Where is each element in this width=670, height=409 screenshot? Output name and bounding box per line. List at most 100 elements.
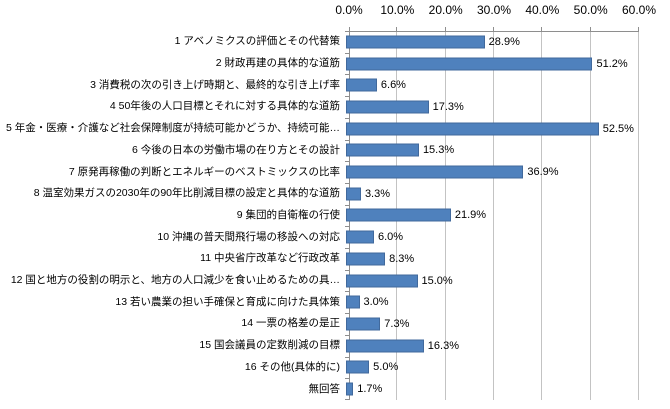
bar-track: 28.9% bbox=[345, 31, 635, 53]
category-axis-tick bbox=[345, 378, 349, 380]
bar-track: 16.3% bbox=[345, 335, 635, 357]
category-axis-tick bbox=[345, 226, 349, 228]
chart-row: 3 消費税の次の引き上げ時期と、最終的な引き上げ率 6.6% bbox=[0, 74, 639, 96]
bar bbox=[346, 274, 418, 288]
bar bbox=[346, 295, 360, 309]
value-label: 6.0% bbox=[378, 231, 404, 244]
category-label: 12 国と地方の役割の明示と、地方の人口減少を食い止めるための具… bbox=[10, 274, 340, 287]
bar-track: 36.9% bbox=[345, 161, 635, 183]
category-label: 3 消費税の次の引き上げ時期と、最終的な引き上げ率 bbox=[90, 78, 340, 91]
bar bbox=[346, 187, 361, 201]
chart-row: 13 若い農業の担い手確保と育成に向けた具体策 3.0% bbox=[0, 291, 639, 313]
bar bbox=[346, 339, 424, 353]
category-axis-tick bbox=[345, 31, 349, 32]
x-axis-tick-label: 50.0% bbox=[573, 3, 608, 17]
bar bbox=[346, 208, 451, 222]
bar bbox=[346, 317, 381, 331]
value-axis-tick bbox=[444, 27, 446, 31]
category-axis-tick bbox=[345, 313, 349, 315]
value-label: 36.9% bbox=[527, 166, 559, 179]
x-axis-tick-label: 10.0% bbox=[380, 3, 415, 17]
bar-track: 21.9% bbox=[345, 205, 635, 227]
bar-track: 52.5% bbox=[345, 118, 635, 140]
category-label: 4 50年後の人口目標とそれに対する具体的な道筋 bbox=[109, 100, 340, 113]
category-label: 15 国会議員の定数削減の目標 bbox=[199, 339, 340, 352]
category-label: 7 原発再稼働の判断とエネルギーのベストミックスの比率 bbox=[68, 165, 340, 178]
value-label: 3.3% bbox=[364, 187, 391, 200]
category-axis-tick bbox=[345, 117, 349, 119]
category-axis-tick bbox=[345, 52, 349, 54]
category-label: 無回答 bbox=[308, 382, 341, 395]
chart-row: 7 原発再稼働の判断とエネルギーのベストミックスの比率 36.9% bbox=[0, 161, 639, 183]
value-label: 7.3% bbox=[384, 317, 410, 330]
value-axis-tick bbox=[493, 27, 494, 31]
value-axis-tick bbox=[541, 27, 543, 31]
category-label: 8 温室効果ガスの2030年の90年比削減目標の設定と具体的な道筋 bbox=[33, 187, 340, 200]
chart-row: 6 今後の日本の労働市場の在り方とその設計 15.3% bbox=[0, 140, 639, 162]
category-label: 9 集団的自衛権の行使 bbox=[236, 208, 340, 221]
bar bbox=[346, 382, 354, 396]
category-label: 14 一票の格差の是正 bbox=[241, 317, 340, 330]
value-axis-line bbox=[349, 31, 639, 32]
x-axis-tick-label: 30.0% bbox=[476, 3, 512, 17]
chart-rows: 1 アベノミクスの評価とその代替策 28.9% 2 財政再建の具体的な道筋 51.2%… bbox=[0, 31, 639, 400]
bar bbox=[346, 57, 593, 71]
x-axis-tick-label: 60.0% bbox=[621, 3, 657, 17]
chart-row: 14 一票の格差の是正 7.3% bbox=[0, 313, 639, 335]
value-label: 17.3% bbox=[432, 100, 464, 113]
value-label: 15.3% bbox=[422, 144, 455, 157]
value-label: 28.9% bbox=[488, 35, 520, 48]
bar-track: 6.6% bbox=[345, 74, 635, 96]
chart-row: 9 集団的自衛権の行使 21.9% bbox=[0, 205, 639, 227]
value-label: 1.7% bbox=[357, 383, 383, 396]
category-axis-tick bbox=[345, 269, 349, 271]
bar bbox=[346, 78, 377, 92]
category-label: 10 沖縄の普天間飛行場の移設への対応 bbox=[157, 230, 340, 243]
chart-row: 12 国と地方の役割の明示と、地方の人口減少を食い止めるための具… 15.0% bbox=[0, 270, 639, 292]
x-axis-tick-labels: 0.0% 10.0% 20.0% 30.0% 40.0% 50.0% 60.0% bbox=[335, 3, 656, 19]
bar-track: 3.0% bbox=[345, 291, 635, 313]
category-label: 13 若い農業の担い手確保と育成に向けた具体策 bbox=[115, 295, 340, 308]
x-axis-tick-label: 20.0% bbox=[428, 3, 463, 17]
bar-track: 6.0% bbox=[345, 226, 635, 248]
gridline bbox=[541, 31, 543, 400]
gridline bbox=[589, 31, 591, 400]
chart-row: 16 その他(具体的に) 5.0% bbox=[0, 357, 639, 379]
category-label: 6 今後の日本の労働市場の在り方とその設計 bbox=[132, 143, 340, 156]
gridline bbox=[493, 31, 494, 400]
chart-row: 8 温室効果ガスの2030年の90年比削減目標の設定と具体的な道筋 3.3% bbox=[0, 183, 639, 205]
value-label: 3.0% bbox=[363, 296, 389, 309]
category-axis-tick bbox=[345, 291, 349, 293]
category-axis-tick bbox=[345, 248, 349, 250]
value-label: 8.3% bbox=[389, 252, 415, 265]
gridline bbox=[638, 31, 639, 400]
value-label: 6.6% bbox=[380, 79, 406, 92]
category-label: 1 アベノミクスの評価とその代替策 bbox=[174, 35, 340, 48]
bar-track: 15.0% bbox=[345, 270, 635, 292]
chart-row: 1 アベノミクスの評価とその代替策 28.9% bbox=[0, 31, 639, 53]
value-axis-tick bbox=[638, 27, 639, 31]
value-axis-tick bbox=[589, 27, 591, 31]
category-axis-tick bbox=[345, 399, 349, 400]
bar-track: 8.3% bbox=[345, 248, 635, 270]
category-label: 5 年金・医療・介護など社会保障制度が持続可能かどうか、持続可能… bbox=[5, 122, 340, 135]
value-label: 5.0% bbox=[373, 361, 399, 374]
bar bbox=[346, 165, 524, 179]
bar bbox=[346, 143, 419, 157]
category-axis-tick bbox=[345, 204, 349, 206]
bar-track: 15.3% bbox=[345, 140, 635, 162]
bar bbox=[346, 35, 485, 49]
chart-row: 15 国会議員の定数削減の目標 16.3% bbox=[0, 335, 639, 357]
value-label: 21.9% bbox=[454, 209, 487, 222]
chart-row: 4 50年後の人口目標とそれに対する具体的な道筋 17.3% bbox=[0, 96, 639, 118]
category-axis-tick bbox=[345, 182, 349, 184]
category-label: 16 その他(具体的に) bbox=[244, 360, 340, 373]
bar bbox=[346, 230, 374, 244]
category-axis-tick bbox=[345, 96, 349, 98]
bar bbox=[346, 360, 370, 374]
chart-row: 11 中央省庁改革など行政改革 8.3% bbox=[0, 248, 639, 270]
chart-row: 2 財政再建の具体的な道筋 51.2% bbox=[0, 53, 639, 75]
category-axis-tick bbox=[345, 139, 349, 141]
value-axis-tick bbox=[396, 27, 398, 31]
